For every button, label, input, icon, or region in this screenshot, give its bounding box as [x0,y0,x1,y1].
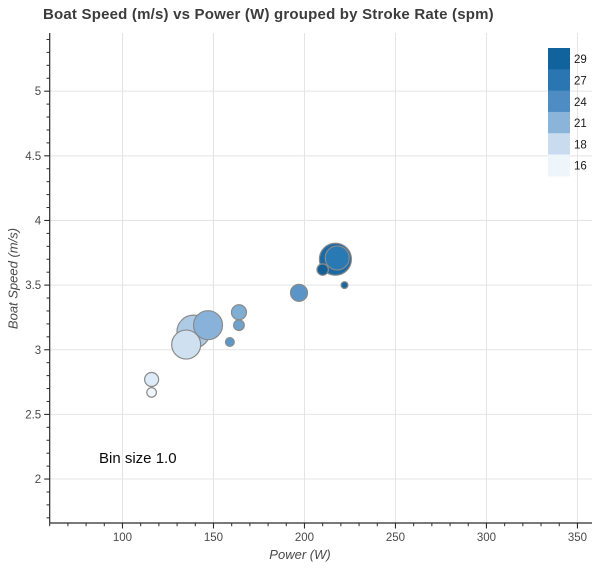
legend-swatch [548,48,570,70]
legend-swatch [548,69,570,92]
y-tick-label: 2.5 [25,409,41,421]
x-tick-label: 350 [568,532,587,544]
legend-label: 18 [574,139,587,151]
y-axis-title: Boat Speed (m/s) [5,227,21,330]
scatter-point [340,281,349,290]
legend-swatch [548,90,570,113]
scatter-point [230,304,248,321]
y-tick-label: 4 [35,215,42,227]
legend-label: 27 [574,75,587,87]
scatter-points [144,242,353,398]
legend-label: 16 [574,161,587,173]
x-tick-label: 300 [477,532,496,544]
legend-swatch [548,133,570,156]
y-tick-label: 3.5 [25,280,41,292]
scatter-point [192,310,224,341]
y-tick-label: 5 [35,86,41,98]
scatter-point [289,283,309,302]
y-tick-label: 4.5 [25,151,41,163]
scatter-point [233,319,245,332]
scatter-point [144,371,160,388]
legend-swatch [548,154,570,177]
legend: 29 27 24 21 18 16 [548,48,587,177]
chart-title: Boat Speed (m/s) vs Power (W) grouped by… [43,6,494,23]
y-tick-label: 3 [35,345,41,357]
x-tick-label: 250 [386,532,405,544]
x-axis-title: Power (W) [269,547,331,562]
axes: 100 150 200 250 300 350 2 2.5 3 3.5 4 4.5 5 [25,33,592,544]
x-tick-label: 100 [113,532,132,544]
y-tick-label: 2 [35,474,41,486]
legend-label: 29 [574,54,587,66]
scatter-point [171,329,202,360]
scatter-point [316,263,329,276]
scatter-point [224,336,235,347]
scatter-point [324,245,350,271]
legend-label: 24 [574,97,587,109]
gridlines [49,33,592,523]
legend-label: 21 [574,118,587,130]
x-tick-label: 200 [295,532,314,544]
x-tick-label: 150 [204,532,223,544]
legend-swatch [548,111,570,134]
bin-size-annotation: Bin size 1.0 [99,450,177,467]
scatter-point [146,387,158,398]
